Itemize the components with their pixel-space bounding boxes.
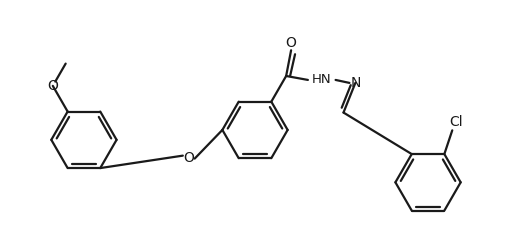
- Text: O: O: [286, 36, 296, 50]
- Text: O: O: [183, 151, 194, 165]
- Text: HN: HN: [312, 73, 332, 86]
- Text: O: O: [48, 79, 58, 93]
- Text: Cl: Cl: [449, 115, 463, 129]
- Text: N: N: [350, 76, 361, 90]
